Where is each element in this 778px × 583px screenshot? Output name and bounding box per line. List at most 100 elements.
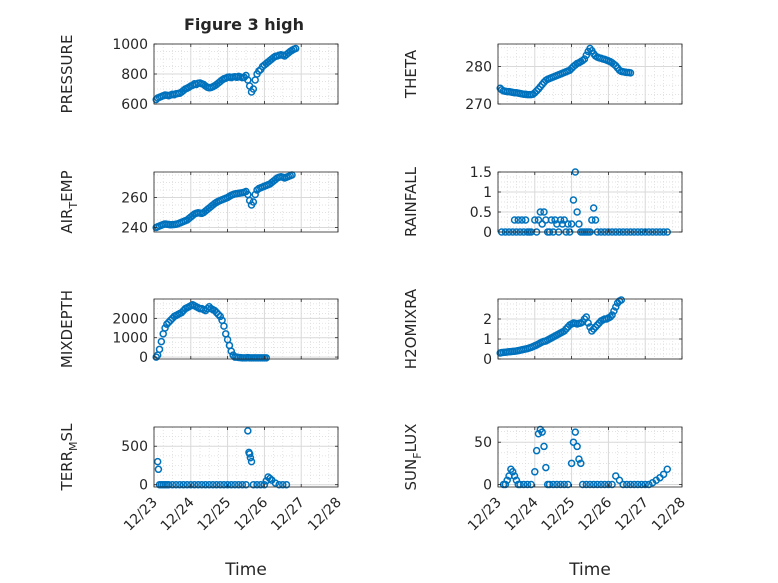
data-point [659, 470, 668, 479]
data-point [589, 204, 598, 212]
data-point [608, 480, 616, 489]
data-point [560, 327, 568, 335]
y-tick-label: 0 [139, 478, 148, 494]
data-point [177, 308, 186, 317]
y-axis-label: MIXDEPTH [58, 290, 76, 368]
data-point [617, 296, 626, 304]
data-point [244, 427, 252, 435]
data-point [553, 480, 561, 489]
data-point [542, 463, 550, 472]
data-point [210, 306, 219, 315]
data-point [205, 480, 213, 489]
data-point [566, 66, 574, 74]
data-point [612, 303, 620, 311]
data-series [153, 427, 291, 489]
data-point [234, 480, 243, 489]
data-point [279, 480, 287, 489]
data-point [168, 480, 177, 489]
data-point [562, 325, 570, 333]
data-point [153, 457, 162, 466]
data-point [645, 480, 653, 489]
data-point [534, 430, 543, 438]
data-point [663, 465, 672, 474]
data-point [575, 220, 583, 228]
x-axis-label: Time [568, 560, 611, 580]
data-point [216, 480, 224, 489]
axes-box [497, 43, 683, 105]
data-point [220, 480, 228, 489]
data-point [560, 216, 568, 224]
y-tick-label: 1000 [112, 331, 148, 347]
data-point [569, 438, 578, 446]
data-point [220, 322, 228, 330]
data-point [549, 480, 557, 489]
data-point [246, 454, 255, 462]
y-tick-label: 1000 [112, 37, 148, 53]
y-tick-label: 0 [483, 477, 492, 493]
x-axis-label: Time [224, 560, 267, 580]
y-axis-label: AIRTEMP [58, 170, 80, 233]
data-point [183, 480, 191, 489]
data-point [164, 480, 173, 489]
data-point [231, 480, 239, 489]
y-tick-label: 2000 [112, 311, 148, 327]
data-point [282, 480, 291, 489]
subplot-2: 270 280 THETA [402, 43, 683, 113]
axes-box [153, 171, 339, 233]
data-point [275, 480, 283, 489]
data-point [584, 319, 592, 327]
data-point [514, 216, 522, 224]
y-tick-label: 50 [474, 435, 492, 451]
data-point [641, 480, 649, 489]
data-point [589, 325, 598, 333]
data-point [569, 196, 578, 204]
data-point [536, 208, 545, 216]
data-point [154, 465, 163, 474]
data-point [597, 480, 605, 489]
data-point [573, 208, 581, 216]
data-point [623, 480, 631, 489]
axes-box [497, 426, 683, 488]
data-point [253, 480, 261, 489]
data-point [223, 480, 232, 489]
data-point [532, 87, 541, 95]
y-tick-label: 260 [121, 191, 148, 207]
data-point [209, 480, 217, 489]
data-point [582, 51, 591, 59]
subplot-4: 0 0.5 1 1.5 RAINFALL [402, 165, 683, 241]
data-point [626, 480, 635, 489]
data-point [260, 480, 269, 489]
data-point [155, 345, 164, 354]
data-point [510, 472, 519, 480]
data-point [508, 468, 517, 476]
axes-box [497, 298, 683, 360]
data-point [567, 220, 576, 228]
data-point [163, 320, 171, 328]
data-point [588, 216, 596, 224]
data-point [520, 480, 528, 489]
data-point [242, 480, 250, 489]
data-point [540, 208, 548, 216]
data-point [187, 480, 195, 489]
y-tick-label: 800 [121, 67, 148, 83]
subplot-1: 600 800 1000 PRESSURE [58, 35, 339, 113]
data-point [612, 472, 620, 480]
data-point [172, 480, 180, 489]
data-point [249, 85, 258, 93]
data-point [591, 323, 600, 331]
data-point [161, 324, 169, 332]
y-tick-label: 2 [483, 312, 492, 328]
data-point [212, 308, 221, 317]
data-point [201, 480, 210, 489]
data-point [247, 457, 256, 466]
data-series [499, 425, 672, 489]
data-point [580, 315, 589, 323]
data-point [534, 216, 543, 224]
data-point [610, 60, 618, 68]
data-series [152, 44, 300, 104]
data-point [157, 337, 166, 346]
data-point [212, 480, 221, 489]
y-tick-label: 270 [465, 97, 492, 113]
data-point [580, 55, 589, 63]
